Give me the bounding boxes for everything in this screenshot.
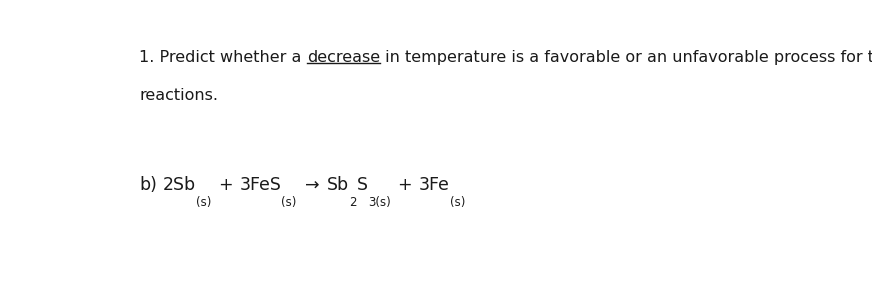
Text: +: + bbox=[398, 177, 412, 194]
Text: (s): (s) bbox=[281, 196, 296, 209]
Text: 2: 2 bbox=[350, 196, 357, 209]
Text: b): b) bbox=[140, 177, 157, 194]
Text: (s): (s) bbox=[196, 196, 211, 209]
Text: reactions.: reactions. bbox=[140, 88, 218, 103]
Text: in temperature is a favorable or an unfavorable process for the following: in temperature is a favorable or an unfa… bbox=[380, 50, 872, 65]
Text: decrease: decrease bbox=[307, 50, 380, 65]
Text: 3FeS: 3FeS bbox=[239, 177, 281, 194]
Text: S: S bbox=[357, 177, 368, 194]
Text: (s): (s) bbox=[450, 196, 465, 209]
Text: 3(s): 3(s) bbox=[368, 196, 391, 209]
Text: 2Sb: 2Sb bbox=[163, 177, 196, 194]
Text: 3Fe: 3Fe bbox=[419, 177, 450, 194]
Text: +: + bbox=[218, 177, 233, 194]
Text: →: → bbox=[304, 177, 319, 194]
Text: 1. Predict whether a: 1. Predict whether a bbox=[140, 50, 307, 65]
Text: Sb: Sb bbox=[327, 177, 350, 194]
